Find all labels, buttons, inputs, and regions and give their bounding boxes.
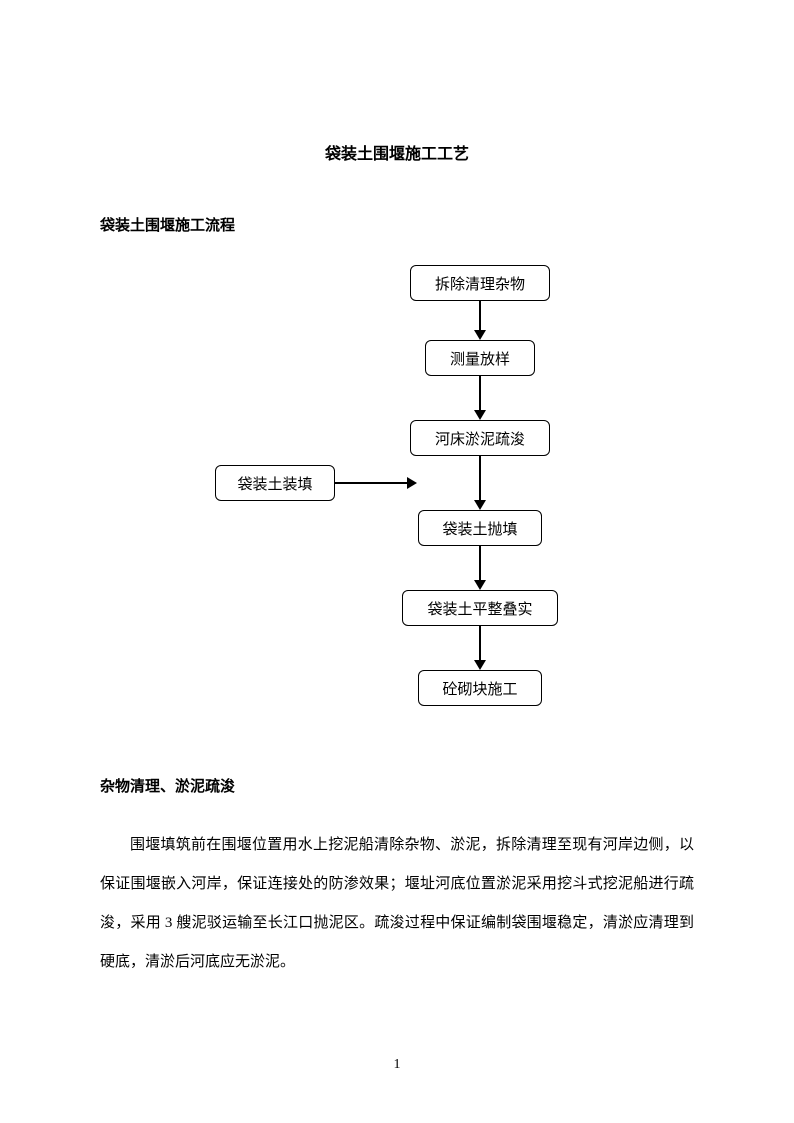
- flow-node-7: 砼砌块施工: [418, 670, 542, 706]
- flow-node-label: 拆除清理杂物: [435, 273, 525, 294]
- document-title: 袋装土围堰施工工艺: [100, 140, 694, 164]
- flow-node-label: 砼砌块施工: [442, 678, 517, 699]
- flow-node-label: 袋装土装填: [237, 473, 312, 494]
- flow-node-1: 拆除清理杂物: [410, 265, 550, 301]
- flow-node-label: 袋装土抛填: [442, 518, 517, 539]
- page-number: 1: [0, 1057, 794, 1073]
- flow-node-2: 测量放样: [425, 340, 535, 376]
- body-paragraph: 围堰填筑前在围堰位置用水上挖泥船清除杂物、淤泥，拆除清理至现有河岸边侧，以保证围…: [100, 826, 694, 982]
- process-flowchart: 拆除清理杂物 测量放样 河床淤泥疏浚 袋装土装填 袋装土抛填: [100, 265, 694, 755]
- flow-node-3: 河床淤泥疏浚: [410, 420, 550, 456]
- flow-node-label: 测量放样: [450, 348, 510, 369]
- arrow-right-icon: [335, 477, 417, 489]
- flow-node-5: 袋装土抛填: [418, 510, 542, 546]
- flow-node-4-side: 袋装土装填: [215, 465, 335, 501]
- document-page: 袋装土围堰施工工艺 袋装土围堰施工流程 拆除清理杂物 测量放样 河床淤泥疏浚 袋…: [0, 0, 794, 1123]
- section-2-heading: 杂物清理、淤泥疏浚: [100, 775, 694, 796]
- section-1-heading: 袋装土围堰施工流程: [100, 214, 694, 235]
- flow-node-label: 河床淤泥疏浚: [435, 428, 525, 449]
- flow-node-label: 袋装土平整叠实: [427, 598, 532, 619]
- flow-node-6: 袋装土平整叠实: [402, 590, 558, 626]
